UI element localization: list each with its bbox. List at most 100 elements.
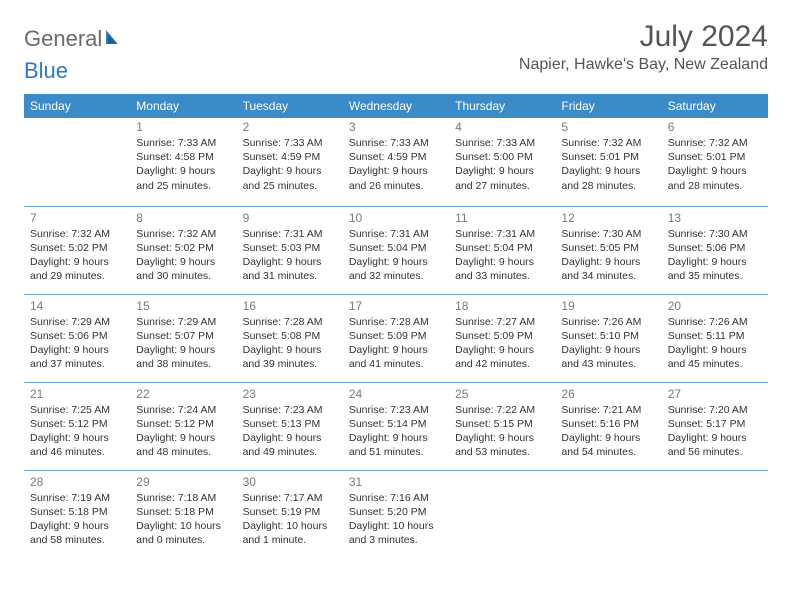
logo-text-part2: Blue: [24, 58, 68, 84]
day-info-line: Daylight: 9 hours: [561, 164, 655, 178]
day-info-line: Sunrise: 7:22 AM: [455, 403, 549, 417]
day-info-line: and 42 minutes.: [455, 357, 549, 371]
calendar-cell: 21Sunrise: 7:25 AMSunset: 5:12 PMDayligh…: [24, 382, 130, 470]
day-number: 3: [349, 118, 443, 136]
day-info-line: Daylight: 9 hours: [668, 255, 762, 269]
calendar-cell: 20Sunrise: 7:26 AMSunset: 5:11 PMDayligh…: [662, 294, 768, 382]
day-info: Sunrise: 7:17 AMSunset: 5:19 PMDaylight:…: [243, 491, 337, 548]
day-info-line: Sunrise: 7:29 AM: [30, 315, 124, 329]
day-info-line: and 45 minutes.: [668, 357, 762, 371]
calendar-cell: 17Sunrise: 7:28 AMSunset: 5:09 PMDayligh…: [343, 294, 449, 382]
day-info-line: Sunrise: 7:31 AM: [455, 227, 549, 241]
day-info-line: Sunrise: 7:26 AM: [668, 315, 762, 329]
day-number: 10: [349, 209, 443, 227]
day-info-line: Sunset: 5:03 PM: [243, 241, 337, 255]
day-info-line: Sunrise: 7:32 AM: [668, 136, 762, 150]
day-info: Sunrise: 7:33 AMSunset: 4:59 PMDaylight:…: [243, 136, 337, 193]
day-info-line: and 31 minutes.: [243, 269, 337, 283]
day-info-line: Sunset: 5:14 PM: [349, 417, 443, 431]
calendar-table: Sunday Monday Tuesday Wednesday Thursday…: [24, 94, 768, 558]
day-info-line: Daylight: 9 hours: [668, 431, 762, 445]
day-info-line: Sunrise: 7:28 AM: [243, 315, 337, 329]
day-info-line: Sunrise: 7:19 AM: [30, 491, 124, 505]
day-info-line: and 54 minutes.: [561, 445, 655, 459]
calendar-cell: 4Sunrise: 7:33 AMSunset: 5:00 PMDaylight…: [449, 118, 555, 206]
day-info-line: and 32 minutes.: [349, 269, 443, 283]
day-info-line: Daylight: 9 hours: [349, 255, 443, 269]
calendar-cell: 15Sunrise: 7:29 AMSunset: 5:07 PMDayligh…: [130, 294, 236, 382]
day-info-line: Daylight: 9 hours: [455, 343, 549, 357]
day-info-line: and 3 minutes.: [349, 533, 443, 547]
day-info-line: Sunset: 5:18 PM: [30, 505, 124, 519]
day-info: Sunrise: 7:21 AMSunset: 5:16 PMDaylight:…: [561, 403, 655, 460]
day-info: Sunrise: 7:23 AMSunset: 5:13 PMDaylight:…: [243, 403, 337, 460]
day-info-line: Sunset: 5:18 PM: [136, 505, 230, 519]
calendar-week-row: 7Sunrise: 7:32 AMSunset: 5:02 PMDaylight…: [24, 206, 768, 294]
day-info-line: and 28 minutes.: [668, 179, 762, 193]
day-info-line: Sunrise: 7:18 AM: [136, 491, 230, 505]
calendar-cell: 24Sunrise: 7:23 AMSunset: 5:14 PMDayligh…: [343, 382, 449, 470]
day-info-line: Daylight: 9 hours: [30, 431, 124, 445]
title-block: July 2024 Napier, Hawke's Bay, New Zeala…: [519, 20, 768, 74]
day-info-line: Daylight: 9 hours: [668, 164, 762, 178]
day-info: Sunrise: 7:28 AMSunset: 5:08 PMDaylight:…: [243, 315, 337, 372]
day-info-line: and 35 minutes.: [668, 269, 762, 283]
day-info-line: Sunrise: 7:27 AM: [455, 315, 549, 329]
calendar-cell: 23Sunrise: 7:23 AMSunset: 5:13 PMDayligh…: [237, 382, 343, 470]
calendar-cell: 11Sunrise: 7:31 AMSunset: 5:04 PMDayligh…: [449, 206, 555, 294]
day-number: 18: [455, 297, 549, 315]
day-info-line: Daylight: 9 hours: [455, 255, 549, 269]
day-number: 26: [561, 385, 655, 403]
calendar-cell: [449, 470, 555, 558]
day-info-line: and 51 minutes.: [349, 445, 443, 459]
day-info-line: Daylight: 9 hours: [349, 431, 443, 445]
calendar-cell: 1Sunrise: 7:33 AMSunset: 4:58 PMDaylight…: [130, 118, 236, 206]
day-info-line: Sunset: 5:02 PM: [136, 241, 230, 255]
day-info-line: and 29 minutes.: [30, 269, 124, 283]
day-info-line: Sunrise: 7:32 AM: [30, 227, 124, 241]
day-number: 28: [30, 473, 124, 491]
day-info-line: and 27 minutes.: [455, 179, 549, 193]
day-info-line: Sunrise: 7:26 AM: [561, 315, 655, 329]
day-info-line: Sunset: 5:12 PM: [30, 417, 124, 431]
day-info-line: Sunrise: 7:23 AM: [349, 403, 443, 417]
logo-sail-icon: [104, 26, 124, 52]
weekday-header: Thursday: [449, 94, 555, 118]
day-info-line: Sunset: 5:02 PM: [30, 241, 124, 255]
day-info: Sunrise: 7:24 AMSunset: 5:12 PMDaylight:…: [136, 403, 230, 460]
day-number: 17: [349, 297, 443, 315]
day-info-line: and 33 minutes.: [455, 269, 549, 283]
day-info-line: Daylight: 9 hours: [561, 431, 655, 445]
day-info-line: Sunset: 5:09 PM: [455, 329, 549, 343]
calendar-cell: 12Sunrise: 7:30 AMSunset: 5:05 PMDayligh…: [555, 206, 661, 294]
day-number: 24: [349, 385, 443, 403]
day-info-line: Daylight: 9 hours: [30, 519, 124, 533]
day-info-line: and 58 minutes.: [30, 533, 124, 547]
day-info: Sunrise: 7:32 AMSunset: 5:01 PMDaylight:…: [668, 136, 762, 193]
calendar-cell: 19Sunrise: 7:26 AMSunset: 5:10 PMDayligh…: [555, 294, 661, 382]
day-info-line: Sunrise: 7:20 AM: [668, 403, 762, 417]
day-number: 16: [243, 297, 337, 315]
day-info: Sunrise: 7:26 AMSunset: 5:10 PMDaylight:…: [561, 315, 655, 372]
day-number: 7: [30, 209, 124, 227]
calendar-cell: 25Sunrise: 7:22 AMSunset: 5:15 PMDayligh…: [449, 382, 555, 470]
day-number: 19: [561, 297, 655, 315]
day-number: 25: [455, 385, 549, 403]
day-info-line: Sunset: 5:17 PM: [668, 417, 762, 431]
calendar-header-row: Sunday Monday Tuesday Wednesday Thursday…: [24, 94, 768, 118]
calendar-cell: 9Sunrise: 7:31 AMSunset: 5:03 PMDaylight…: [237, 206, 343, 294]
day-info-line: Daylight: 9 hours: [668, 343, 762, 357]
day-info-line: Daylight: 9 hours: [455, 431, 549, 445]
day-info-line: Sunset: 5:07 PM: [136, 329, 230, 343]
day-info-line: Sunrise: 7:31 AM: [243, 227, 337, 241]
day-info-line: Daylight: 10 hours: [349, 519, 443, 533]
day-info-line: and 25 minutes.: [243, 179, 337, 193]
day-info-line: Daylight: 10 hours: [243, 519, 337, 533]
day-info: Sunrise: 7:23 AMSunset: 5:14 PMDaylight:…: [349, 403, 443, 460]
day-number: 14: [30, 297, 124, 315]
calendar-cell: 18Sunrise: 7:27 AMSunset: 5:09 PMDayligh…: [449, 294, 555, 382]
day-info-line: Sunset: 5:04 PM: [455, 241, 549, 255]
calendar-cell: [662, 470, 768, 558]
day-info-line: Daylight: 9 hours: [30, 255, 124, 269]
logo: General: [24, 20, 126, 52]
